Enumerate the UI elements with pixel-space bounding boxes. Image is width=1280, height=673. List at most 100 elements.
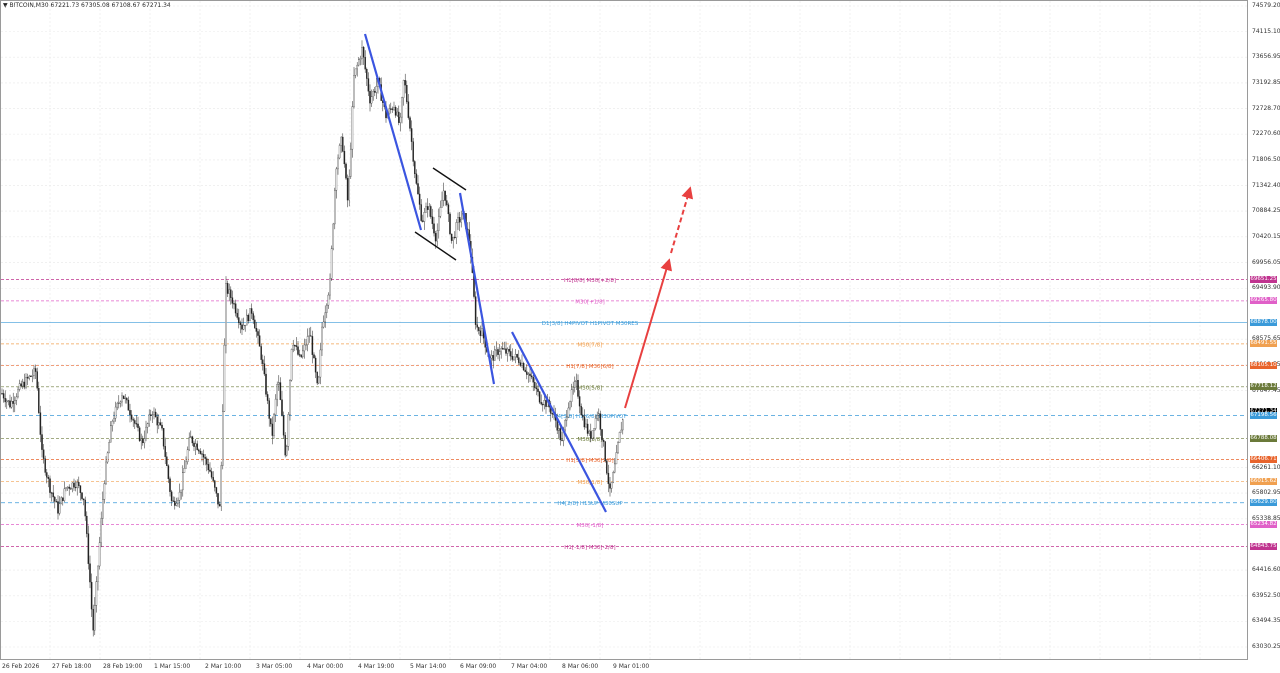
- candle-body: [281, 399, 283, 416]
- candle-body: [454, 236, 456, 239]
- candle-body: [348, 176, 350, 201]
- candle-body: [254, 319, 256, 329]
- candle-body: [543, 400, 546, 405]
- candle-body: [359, 58, 362, 60]
- candle-body: [401, 97, 403, 118]
- candle-body: [502, 348, 504, 350]
- price-tick-label: 74579.20: [1252, 2, 1280, 9]
- candle-body: [103, 483, 106, 500]
- candle-body: [98, 542, 101, 567]
- candle-body: [455, 222, 458, 238]
- time-axis[interactable]: 26 Feb 2026 27 Feb 18:00 28 Feb 19:00 1 Mar…: [0, 660, 1248, 673]
- candle-body: [33, 368, 35, 376]
- candle-body: [25, 377, 27, 388]
- candle-body: [439, 207, 442, 217]
- candle-body: [430, 206, 432, 217]
- candle-body: [167, 465, 170, 479]
- candle-body: [105, 461, 107, 484]
- candle-body: [609, 483, 611, 489]
- candle-body: [506, 348, 509, 354]
- candle-body: [142, 438, 144, 444]
- price-axis[interactable]: 74579.20 74115.10 73656.95 73192.85 72728.70…: [1248, 0, 1280, 673]
- candle-body: [145, 426, 147, 439]
- candle-body: [66, 486, 69, 488]
- candle-body: [423, 212, 426, 222]
- candle-body: [76, 482, 78, 488]
- candle-body: [370, 96, 373, 104]
- candle-body: [332, 223, 334, 249]
- candle-body: [186, 449, 189, 463]
- candle-body: [529, 373, 531, 376]
- candle-body: [185, 461, 187, 469]
- candle-body: [311, 336, 314, 355]
- candle-body: [319, 349, 322, 378]
- candle-body: [308, 335, 310, 337]
- candle-body: [598, 413, 600, 416]
- candle-body: [174, 500, 176, 506]
- candle-body: [497, 349, 499, 355]
- candle-body: [276, 384, 278, 400]
- candle-body: [511, 356, 514, 360]
- candle-body: [31, 375, 34, 377]
- candle-body: [558, 428, 560, 431]
- candle-body: [20, 383, 22, 387]
- candle-body: [22, 381, 24, 387]
- candle-body: [50, 492, 53, 494]
- candle-body: [404, 80, 406, 86]
- candle-body: [505, 348, 507, 354]
- price-tick-label: 73656.95: [1252, 53, 1280, 61]
- trend-line[interactable]: [458, 192, 496, 385]
- candle-body: [289, 380, 291, 415]
- candle-body: [494, 349, 496, 361]
- candle-body: [47, 477, 50, 479]
- candle-body: [236, 312, 238, 318]
- candle-body: [300, 354, 302, 358]
- candle-body: [415, 173, 418, 184]
- candle-body: [564, 420, 566, 431]
- candle-body: [153, 411, 155, 415]
- candle-body: [7, 400, 10, 402]
- candle-body: [492, 355, 494, 361]
- candle-body: [268, 400, 270, 419]
- candle-body: [55, 501, 58, 503]
- candle-body: [284, 435, 286, 456]
- candle-body: [591, 430, 594, 439]
- candle-body: [406, 85, 408, 102]
- candle-body: [358, 59, 360, 66]
- time-tick-label: 28 Feb 19:00: [103, 663, 143, 670]
- candle-body: [310, 335, 312, 337]
- forecast-arrow[interactable]: [624, 258, 673, 409]
- candle-body: [52, 492, 54, 498]
- candle-body: [479, 330, 482, 336]
- candle-body: [108, 442, 110, 454]
- time-tick-label: 5 Mar 14:00: [410, 663, 447, 670]
- candle-body: [34, 368, 37, 372]
- chart-canvas[interactable]: H1[8/8] M30[+2/8] M30[+1/8] D1[3/8] H4PIVO…: [0, 0, 1248, 660]
- candle-body: [226, 283, 229, 294]
- candle-body: [447, 204, 450, 215]
- candle-body: [201, 453, 203, 455]
- trend-line[interactable]: [363, 33, 423, 231]
- candle-body: [326, 304, 328, 313]
- trend-line[interactable]: [511, 331, 607, 513]
- price-tag: 64843.75: [1250, 542, 1277, 550]
- candle-body: [70, 488, 72, 490]
- candle-body: [391, 108, 394, 110]
- candle-body: [89, 563, 91, 583]
- candle-body: [57, 501, 59, 514]
- price-tag: 67718.12: [1250, 383, 1277, 391]
- candle-body: [73, 482, 75, 488]
- chart-area[interactable]: [0, 0, 1248, 660]
- forecast-arrow-dashed[interactable]: [670, 186, 694, 254]
- price-tick-label: 70420.15: [1252, 232, 1280, 240]
- candle-body: [441, 200, 443, 208]
- candle-body: [9, 400, 11, 408]
- candle-body: [2, 393, 5, 399]
- channel-line[interactable]: [414, 231, 457, 261]
- candle-body: [585, 423, 587, 428]
- channel-line[interactable]: [432, 167, 467, 191]
- candle-body: [615, 452, 618, 465]
- candle-body: [294, 345, 296, 347]
- candle-body: [180, 489, 182, 493]
- candle-body: [305, 344, 307, 346]
